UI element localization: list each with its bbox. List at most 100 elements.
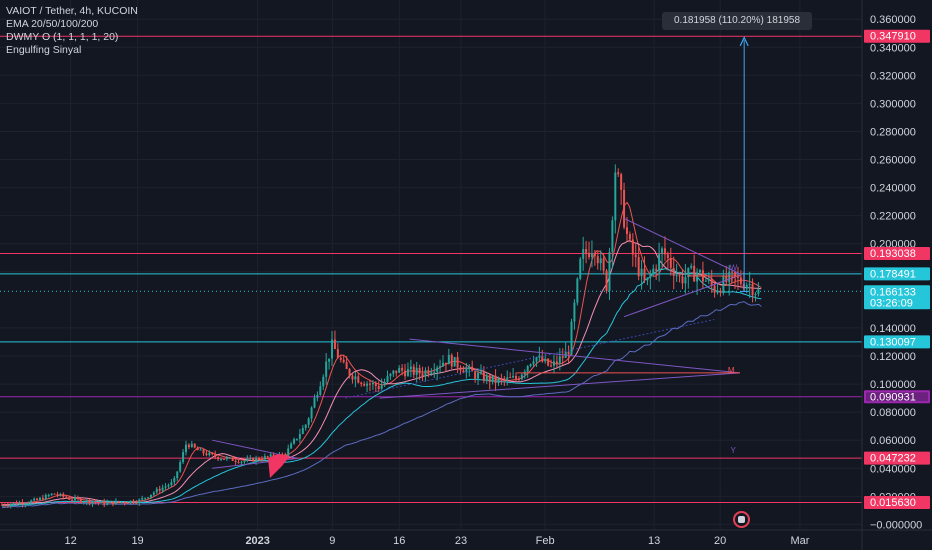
candle-body [681, 276, 684, 284]
candle-body [421, 373, 424, 377]
candle-body [351, 375, 354, 380]
candle-body [36, 498, 39, 501]
x-tick-label: 19 [131, 535, 143, 547]
candle-body [208, 452, 211, 456]
price-tag-label: 0.178491 [870, 268, 916, 280]
candle-body [59, 493, 62, 496]
y-tick-label: 0.040000 [870, 463, 916, 475]
candle-body [290, 443, 293, 449]
candle-body [561, 356, 564, 358]
price-tag-bg [864, 29, 930, 43]
candle-body [155, 488, 158, 493]
candle-body [304, 424, 307, 429]
candle-body [652, 268, 655, 275]
candle-body [109, 501, 112, 503]
candle-body [698, 270, 701, 273]
candle-body [663, 248, 666, 255]
candle-body [491, 375, 494, 382]
candle-body [395, 370, 398, 373]
candle-body [465, 369, 468, 373]
candle-body [415, 367, 418, 375]
candle-body [558, 356, 561, 364]
chart-legend: VAIOT / Tether, 4h, KUCOIN EMA 20/50/100… [6, 5, 138, 57]
y-tick-label: 0.260000 [870, 155, 916, 167]
y-tick-label: −0.000000 [870, 519, 922, 531]
candle-body [602, 258, 605, 271]
price-tag-bg [864, 390, 930, 404]
candle-body [444, 362, 447, 365]
candle-body [85, 500, 88, 502]
candle-body [392, 370, 395, 374]
candle-body [3, 504, 6, 506]
candle-body [231, 457, 234, 461]
candle-body [441, 362, 444, 367]
candle-body [628, 234, 631, 240]
candle-body [579, 258, 582, 279]
candle-body [266, 456, 269, 458]
indicator-engulfing[interactable]: Engulfing Sinyal [6, 44, 82, 56]
candle-body [640, 268, 643, 277]
indicator-dwmy[interactable]: DWMY O (1, 1, 1, 1, 20) [6, 31, 119, 43]
candle-body [354, 376, 357, 380]
candle-body [50, 493, 53, 496]
price-tag-bg [864, 285, 930, 310]
candle-body [62, 493, 65, 497]
candle-body [222, 458, 225, 460]
candle-body [494, 375, 497, 384]
candle-body [371, 383, 374, 385]
candle-body [573, 302, 576, 322]
candle-body [515, 376, 518, 379]
candle-body [529, 364, 532, 366]
candle-body [167, 485, 170, 487]
candle-body [357, 376, 360, 383]
price-tag-label: 0.090931 [870, 391, 916, 403]
price-tag-label: 0.130097 [870, 336, 916, 348]
candle-body [696, 272, 699, 282]
candle-body [482, 371, 485, 381]
candle-body [336, 349, 339, 358]
candle-body [719, 290, 722, 293]
candle-body [678, 275, 681, 277]
candle-body [220, 458, 223, 460]
tradingview-logo-icon[interactable] [733, 511, 750, 528]
indicator-ema[interactable]: EMA 20/50/100/200 [6, 18, 99, 30]
trend-line [345, 319, 715, 399]
candle-body [704, 280, 707, 282]
candle-body [631, 239, 634, 255]
candle-body [260, 459, 263, 461]
candle-body [731, 271, 734, 273]
candle-body [333, 339, 336, 350]
candle-body [68, 497, 71, 500]
candle-body [199, 449, 202, 451]
symbol-title[interactable]: VAIOT / Tether, 4h, KUCOIN [6, 5, 138, 17]
candle-body [555, 361, 558, 364]
candle-body [211, 452, 214, 455]
candle-body [520, 374, 523, 380]
candle-body [430, 372, 433, 375]
candle-body [246, 458, 249, 461]
candle-body [117, 501, 120, 503]
candle-body [368, 383, 371, 385]
candle-body [100, 501, 103, 503]
x-tick-label: 9 [329, 535, 335, 547]
y-tick-label: 0.320000 [870, 70, 916, 82]
candle-body [722, 275, 725, 293]
ema-200-line [1, 301, 762, 509]
candle-body [637, 257, 640, 277]
candle-body [401, 367, 404, 371]
candle-body [319, 386, 322, 396]
candle-body [745, 285, 748, 289]
candle-body [252, 457, 255, 462]
candle-body [240, 461, 243, 463]
candle-body [328, 358, 331, 362]
candle-body [541, 355, 544, 362]
candle-body [661, 248, 664, 255]
candle-body [366, 383, 369, 386]
x-tick-label: 20 [714, 535, 726, 547]
candle-body [485, 375, 488, 381]
candle-body [497, 378, 500, 384]
candle-body [386, 376, 389, 382]
candle-body [599, 258, 602, 264]
